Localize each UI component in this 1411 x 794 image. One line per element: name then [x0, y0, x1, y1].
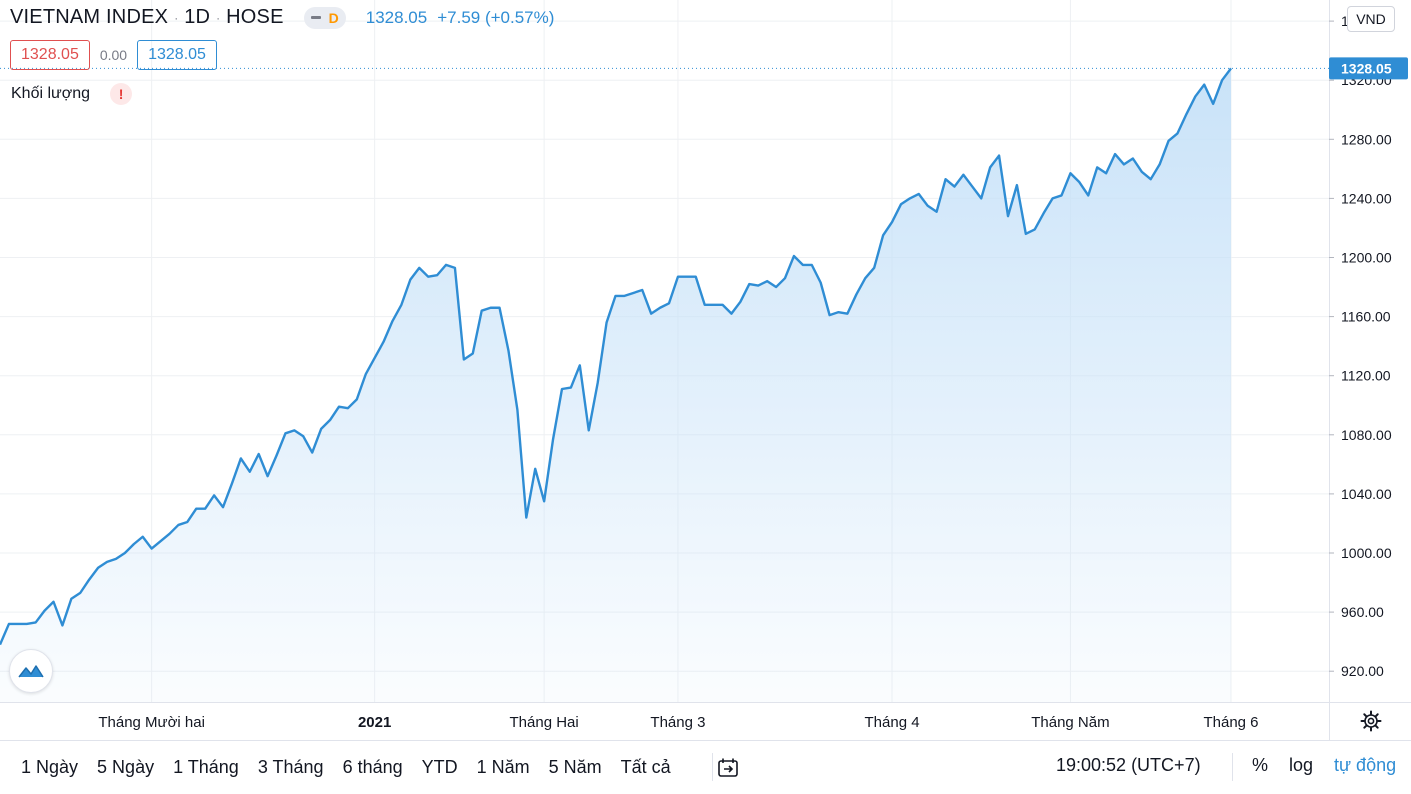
bid-ask-row: 1328.05 0.00 1328.05: [10, 40, 217, 70]
bottom-toolbar: 1 Ngày 5 Ngày 1 Tháng 3 Tháng 6 tháng YT…: [0, 740, 1411, 794]
time-tick-label: Tháng Mười hai: [98, 714, 205, 731]
interval-label[interactable]: 1D: [184, 6, 211, 28]
market-status-pill[interactable]: D: [303, 6, 346, 29]
volume-label[interactable]: Khối lượng: [11, 85, 91, 102]
time-tick-label: Tháng Năm: [1031, 714, 1109, 731]
price-tick-label: 1200.00: [1341, 250, 1392, 266]
time-tick-label: Tháng 3: [650, 714, 705, 731]
tradingview-logo-icon[interactable]: [9, 649, 53, 693]
delayed-status-icon: D: [328, 9, 339, 26]
legend-separator: ·: [174, 10, 179, 25]
range-5-days[interactable]: 5 Ngày: [97, 757, 155, 777]
percent-scale-toggle[interactable]: %: [1252, 755, 1269, 775]
price-tick-label: 1080.00: [1341, 427, 1392, 443]
price-tick-label: 1240.00: [1341, 190, 1392, 206]
range-5-years[interactable]: 5 Năm: [548, 757, 602, 777]
status-dash-icon: [310, 16, 321, 19]
price-tick-label: 1280.00: [1341, 131, 1392, 147]
symbol-title[interactable]: VIETNAM INDEX: [10, 6, 169, 28]
time-axis[interactable]: Tháng Mười hai 2021 Tháng Hai Tháng 3 Tháng …: [98, 714, 1258, 731]
price-chart[interactable]: 920.00 960.00 1000.00 1040.00 1080.00 1120.00…: [0, 0, 1411, 740]
price-tick-label: 1000.00: [1341, 545, 1392, 561]
sell-price-button[interactable]: 1328.05: [10, 40, 90, 70]
price-line: [0, 67, 1232, 646]
currency-button[interactable]: VND: [1347, 6, 1395, 32]
auto-scale-toggle[interactable]: tự động: [1334, 755, 1397, 775]
legend-separator: ·: [216, 10, 221, 25]
last-price-value: 1328.05: [365, 7, 428, 27]
range-ytd[interactable]: YTD: [421, 757, 458, 777]
time-tick-label: Tháng 6: [1203, 714, 1258, 731]
spread-value: 0.00: [99, 47, 128, 63]
price-tick-label: 920.00: [1341, 663, 1384, 679]
log-scale-toggle[interactable]: log: [1289, 755, 1314, 775]
symbol-legend: VIETNAM INDEX · 1D · HOSE D 1328.05 +7.5…: [10, 6, 554, 29]
range-1-day[interactable]: 1 Ngày: [21, 757, 79, 777]
range-6-months[interactable]: 6 tháng: [342, 757, 403, 777]
price-axis[interactable]: 920.00 960.00 1000.00 1040.00 1080.00 1120.00…: [1329, 13, 1392, 679]
range-3-months[interactable]: 3 Tháng: [257, 757, 324, 777]
range-1-month[interactable]: 1 Tháng: [173, 757, 239, 777]
timezone-clock[interactable]: 19:00:52 (UTC+7): [1056, 755, 1201, 775]
price-badge-text: 1328.05: [1341, 60, 1392, 76]
time-tick-label: Tháng Hai: [510, 714, 579, 731]
price-tick-label: 960.00: [1341, 604, 1384, 620]
range-1-year[interactable]: 1 Năm: [476, 757, 530, 777]
buy-price-button[interactable]: 1328.05: [137, 40, 217, 70]
price-tick-label: 1040.00: [1341, 486, 1392, 502]
price-area-fill: [0, 68, 1231, 702]
price-change-value: +7.59 (+0.57%): [437, 7, 555, 27]
time-tick-label: Tháng 4: [865, 714, 920, 731]
toolbar-divider: [712, 753, 713, 781]
time-tick-label: 2021: [358, 714, 391, 731]
price-tick-label: 1120.00: [1341, 368, 1391, 384]
exchange-label: HOSE: [226, 6, 284, 28]
toolbar-divider: [1232, 753, 1233, 781]
range-all[interactable]: Tất cả: [620, 757, 671, 777]
price-tick-label: 1160.00: [1341, 309, 1391, 325]
warning-icon[interactable]: !: [110, 83, 133, 105]
volume-legend: Khối lượng !: [11, 83, 133, 105]
price-badge-bg: [1329, 57, 1408, 80]
settings-gear-icon[interactable]: [1358, 708, 1384, 734]
last-price-badge: 1328.05: [1329, 57, 1408, 80]
goto-date-icon[interactable]: [715, 754, 743, 782]
